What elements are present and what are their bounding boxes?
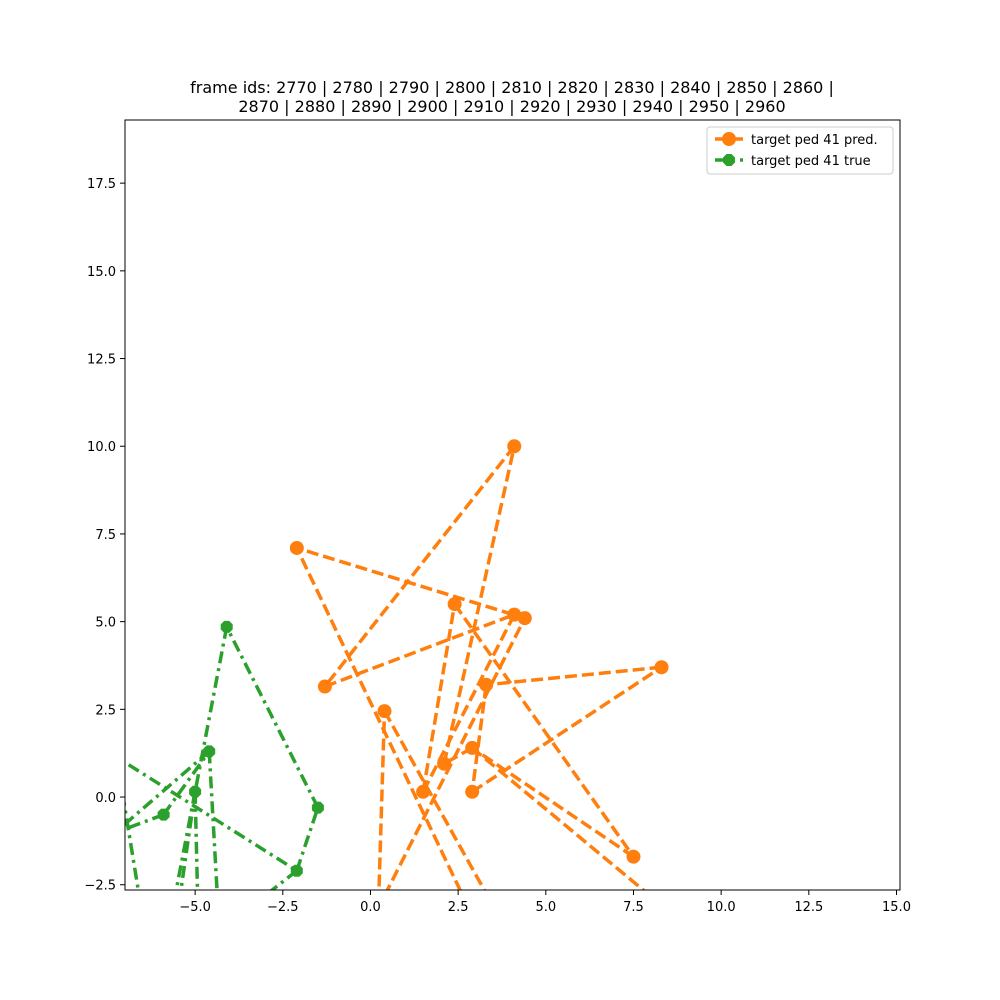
y-tick-label-1: 0.0 <box>95 791 116 806</box>
y-tick-label-6: 12.5 <box>87 353 116 368</box>
plot-frame <box>124 119 901 891</box>
series-1-line-8 <box>125 750 211 827</box>
series-0-line-10 <box>382 710 487 890</box>
series-0-point-4 <box>517 611 532 626</box>
series-1-point-4 <box>311 801 324 814</box>
series-0-point-8 <box>377 704 392 719</box>
y-tick-label-0: −2.5 <box>84 879 116 894</box>
series-0-line-0 <box>293 545 528 890</box>
series-1 <box>125 620 324 890</box>
y-tick-label-8: 17.5 <box>87 177 116 192</box>
series-0-point-10 <box>437 756 452 771</box>
x-tick-label-6: 10.0 <box>707 900 736 915</box>
x-tick-label-0: −5.0 <box>179 900 211 915</box>
series-0 <box>289 439 669 890</box>
chart-title-line-2: 2870 | 2880 | 2890 | 2900 | 2910 | 2920 … <box>238 97 785 116</box>
legend-marker-1 <box>723 154 735 166</box>
series-1-point-3 <box>157 808 170 821</box>
legend-label-1: target ped 41 true <box>751 154 871 169</box>
series-1-line-7 <box>207 751 219 890</box>
x-tick-label-2: 0.0 <box>360 900 381 915</box>
series-0-point-2 <box>447 597 462 612</box>
x-tick-label-1: −2.5 <box>267 900 299 915</box>
series-0-point-13 <box>626 849 641 864</box>
series-0-line-14 <box>471 746 646 890</box>
series-1-line-12 <box>125 797 141 890</box>
chart-title-line-1: frame ids: 2770 | 2780 | 2790 | 2800 | 2… <box>190 78 834 97</box>
series-0-point-9 <box>465 740 480 755</box>
series-1-line-3 <box>225 626 320 809</box>
series-layer <box>125 439 669 890</box>
series-0-point-3 <box>507 607 522 622</box>
chart-title: frame ids: 2770 | 2780 | 2790 | 2800 | 2… <box>190 78 834 116</box>
series-0-point-6 <box>479 677 494 692</box>
x-tick-label-5: 7.5 <box>623 900 644 915</box>
series-1-line-0 <box>125 760 298 873</box>
series-1-line-6 <box>193 791 200 890</box>
series-0-line-4 <box>442 445 517 765</box>
series-0-line-8 <box>421 603 457 793</box>
y-tick-label-2: 2.5 <box>95 703 116 718</box>
series-0-line-12 <box>470 684 488 793</box>
y-tick-label-7: 15.0 <box>87 265 116 280</box>
series-0-line-13 <box>471 665 663 794</box>
x-axis: −5.0 −2.5 0.0 2.5 5.0 7.5 10.0 12.5 15.0 <box>179 890 911 915</box>
series-0-point-7 <box>317 679 332 694</box>
series-0-point-0 <box>507 439 522 454</box>
series-1-line-2 <box>295 807 320 872</box>
y-tick-label-4: 7.5 <box>95 528 116 543</box>
series-0-line-2 <box>471 746 635 859</box>
legend-marker-0 <box>722 132 736 146</box>
series-1-line-10 <box>125 812 165 831</box>
series-1-point-2 <box>189 785 202 798</box>
x-tick-label-4: 5.0 <box>535 900 556 915</box>
series-0-point-12 <box>465 784 480 799</box>
series-1-line-11 <box>179 791 197 890</box>
series-1-line-5 <box>174 791 197 890</box>
series-1-point-5 <box>290 864 303 877</box>
x-tick-label-3: 2.5 <box>448 900 469 915</box>
series-0-point-5 <box>654 660 669 675</box>
y-tick-label-3: 5.0 <box>95 616 116 631</box>
y-tick-label-5: 10.0 <box>87 440 116 455</box>
series-0-line-9 <box>377 711 387 890</box>
series-1-point-1 <box>203 745 216 758</box>
series-0-point-1 <box>289 540 304 555</box>
series-1-line-4 <box>193 626 229 793</box>
series-0-line-11 <box>486 665 662 687</box>
legend: target ped 41 pred. target ped 41 true <box>706 126 894 175</box>
x-tick-label-7: 12.5 <box>794 900 823 915</box>
x-tick-label-8: 15.0 <box>882 900 911 915</box>
legend-box <box>706 126 894 175</box>
legend-label-0: target ped 41 pred. <box>751 133 878 148</box>
y-axis: −2.5 0.0 2.5 5.0 7.5 10.0 12.5 15.0 17.5 <box>84 177 125 894</box>
series-1-line-1 <box>269 869 298 890</box>
series-0-point-11 <box>416 784 431 799</box>
series-1-point-0 <box>220 620 233 633</box>
series-0-line-1 <box>453 603 635 858</box>
